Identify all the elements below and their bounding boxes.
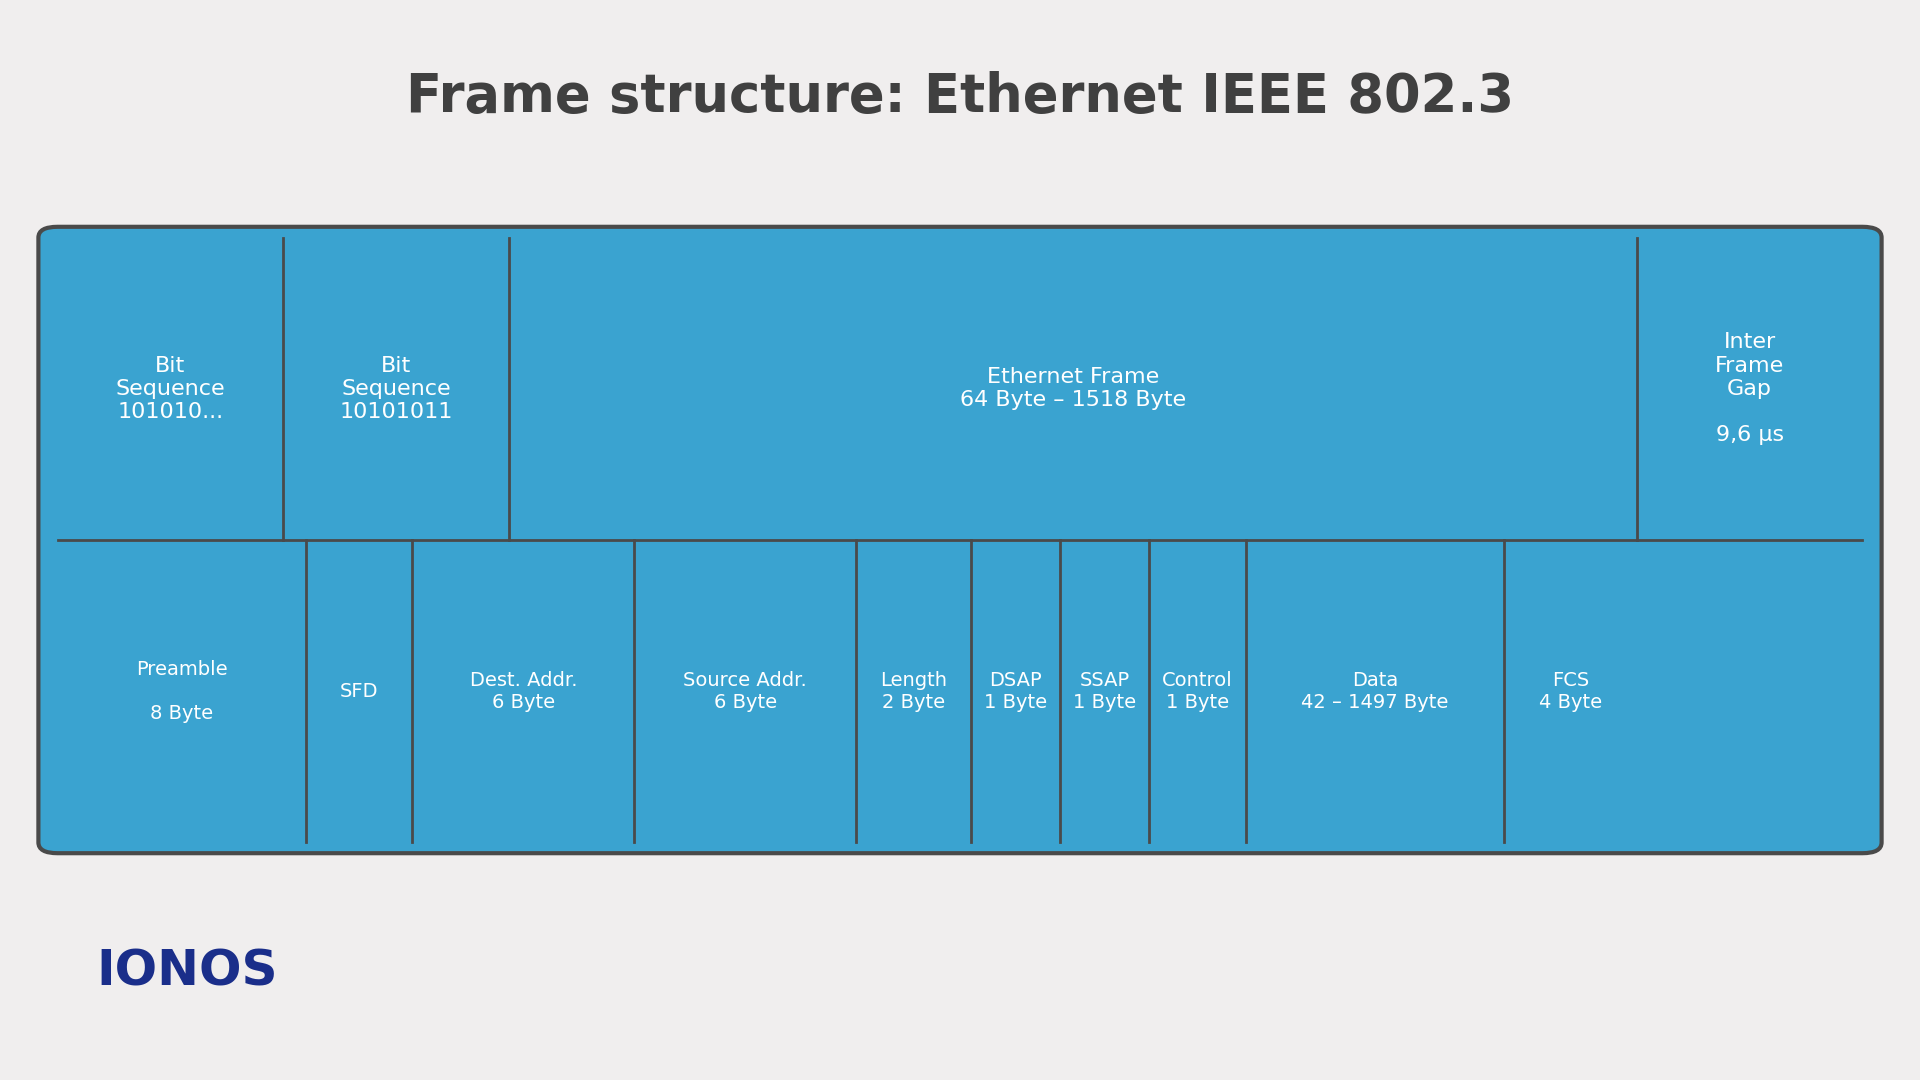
Text: Dest. Addr.
6 Byte: Dest. Addr. 6 Byte bbox=[470, 671, 578, 712]
Text: Ethernet Frame
64 Byte – 1518 Byte: Ethernet Frame 64 Byte – 1518 Byte bbox=[960, 367, 1187, 410]
Text: Preamble

8 Byte: Preamble 8 Byte bbox=[136, 660, 228, 723]
Text: Frame structure: Ethernet IEEE 802.3: Frame structure: Ethernet IEEE 802.3 bbox=[405, 71, 1515, 123]
Text: Bit
Sequence
10101011: Bit Sequence 10101011 bbox=[340, 355, 453, 422]
Text: SFD: SFD bbox=[340, 681, 378, 701]
Text: IONOS: IONOS bbox=[96, 948, 278, 996]
Text: SSAP
1 Byte: SSAP 1 Byte bbox=[1073, 671, 1137, 712]
Text: Data
42 – 1497 Byte: Data 42 – 1497 Byte bbox=[1302, 671, 1450, 712]
FancyBboxPatch shape bbox=[38, 227, 1882, 853]
Text: FCS
4 Byte: FCS 4 Byte bbox=[1538, 671, 1601, 712]
Text: Control
1 Byte: Control 1 Byte bbox=[1162, 671, 1233, 712]
Text: DSAP
1 Byte: DSAP 1 Byte bbox=[985, 671, 1046, 712]
Text: Bit
Sequence
101010...: Bit Sequence 101010... bbox=[115, 355, 225, 422]
Text: Source Addr.
6 Byte: Source Addr. 6 Byte bbox=[684, 671, 806, 712]
Text: Length
2 Byte: Length 2 Byte bbox=[879, 671, 947, 712]
Text: Inter
Frame
Gap

9,6 μs: Inter Frame Gap 9,6 μs bbox=[1715, 333, 1784, 445]
